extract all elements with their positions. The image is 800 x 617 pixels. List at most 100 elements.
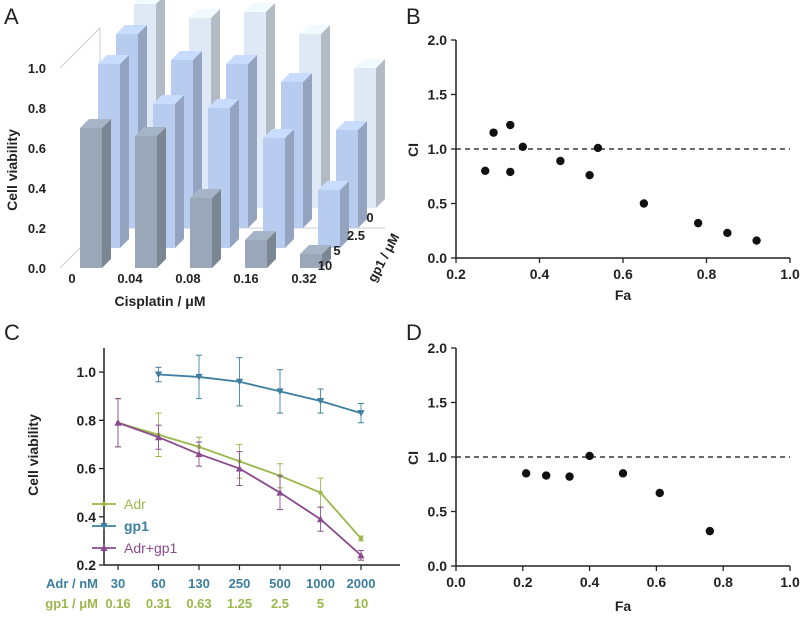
chart-d-point — [618, 469, 628, 478]
chart-c-point — [114, 419, 122, 426]
chart-c-legend-label: Adr+gp1 — [124, 540, 178, 556]
chart-d-xtick-label: 0.4 — [580, 574, 600, 590]
chart-b-ytick-label: 0.0 — [428, 250, 448, 266]
chart-a-3d-bar: 0.0 0.2 0.4 0.6 0.8 1.0 0 0.04 0.08 0.16 0.32 105… — [4, 0, 402, 309]
chart-b-ytick-label: 1.5 — [428, 87, 448, 103]
chart-c-xtick-label: 1000 — [306, 576, 335, 591]
chart-c-ytick-label: 0.6 — [77, 461, 97, 477]
chart-a-depth-label: 0 — [366, 210, 373, 225]
chart-d-xtick-label: 0.8 — [713, 574, 733, 590]
chart-a-bar-side — [303, 73, 312, 228]
chart-c-xtick-label: 250 — [229, 576, 251, 591]
chart-a-bar-side — [322, 245, 331, 268]
chart-a-bar-side — [321, 25, 330, 208]
chart-b-xlabel: Fa — [615, 287, 632, 303]
chart-a-xtick-label: 0 — [68, 271, 75, 286]
chart-c-point — [195, 450, 203, 458]
chart-a-bar-side — [376, 59, 385, 208]
chart-a-bar-front — [245, 240, 267, 268]
chart-c-xtick-label: 500 — [269, 576, 291, 591]
chart-a-xtick-label: 0.32 — [291, 271, 316, 286]
chart-a-bar-top — [226, 55, 257, 64]
chart-a-depth-label: 10 — [318, 258, 332, 273]
chart-c-legend-marker — [101, 501, 107, 507]
chart-c-legend-marker — [100, 544, 108, 551]
chart-a-ylabel: Cell viability — [4, 129, 20, 211]
chart-a-bar — [300, 245, 331, 268]
chart-a-depth-label: 5 — [333, 243, 340, 258]
chart-a-bar-top — [208, 99, 239, 108]
chart-a-bar-front — [318, 190, 340, 248]
chart-a-bar-top — [281, 73, 312, 82]
chart-a-bar — [245, 231, 276, 268]
chart-b-point — [593, 143, 603, 153]
chart-a-bar-side — [175, 95, 184, 248]
chart-b-point — [585, 170, 594, 180]
chart-a-bar-front — [263, 138, 285, 248]
chart-a-bar-front — [135, 136, 157, 268]
chart-a-bar-side — [248, 55, 257, 228]
chart-a-bar-top — [318, 181, 349, 190]
chart-d-xtick-label: 1.0 — [780, 574, 800, 590]
chart-a-bar-side — [212, 189, 221, 268]
chart-a-bar-top — [116, 25, 147, 34]
chart-a-bar-top — [189, 9, 220, 18]
chart-a-bar-top — [190, 189, 221, 198]
chart-c-point — [235, 464, 244, 472]
chart-d-ytick-label: 2.0 — [428, 340, 448, 356]
chart-c-point — [195, 373, 203, 381]
chart-a-bar-side — [120, 55, 129, 248]
chart-a-zlabel: gp1 / μM — [364, 231, 402, 285]
chart-c-point — [358, 536, 364, 541]
chart-a-bar-side — [102, 119, 111, 268]
chart-b-xtick-label: 1.0 — [780, 266, 800, 282]
chart-c-point — [318, 490, 323, 495]
chart-c-legend-item: Adr+gp1 — [92, 540, 178, 556]
chart-a-bar — [318, 181, 349, 248]
chart-b-xtick-label: 0.8 — [697, 266, 717, 282]
chart-b-point — [556, 156, 565, 166]
chart-b-ci-scatter: 0.0 0.5 1.0 1.5 2.0 0.2 0.4 0.6 0.8 1.0 CI Fa — [405, 32, 800, 303]
chart-b-xtick-label: 0.2 — [446, 266, 466, 282]
chart-a-bar-top — [336, 121, 367, 130]
chart-a-bar-side — [157, 127, 166, 268]
chart-d-xtick-label: 0.6 — [647, 574, 667, 590]
chart-c-point — [276, 489, 284, 496]
chart-a-bar-top — [299, 25, 330, 34]
chart-a-bar-side — [285, 129, 294, 248]
chart-a-ytick-label: 0.0 — [28, 261, 46, 276]
chart-c-xtick-label: 30 — [111, 576, 125, 591]
chart-a-xtick-label: 0.16 — [233, 271, 258, 286]
chart-a-bar-top — [134, 0, 160, 4]
chart-c-point — [154, 433, 163, 441]
chart-d-xlabel: Fa — [615, 598, 632, 614]
chart-c-xtick-label: 60 — [151, 576, 165, 591]
chart-b-xtick-label: 0.4 — [530, 266, 550, 282]
chart-d-ytick-label: 0.5 — [428, 504, 448, 520]
chart-b-point — [639, 199, 649, 208]
chart-d-xtick-label: 0.2 — [513, 574, 533, 590]
chart-b-ytick-label: 2.0 — [428, 32, 448, 48]
chart-a-ytick-label: 0.4 — [28, 181, 47, 196]
chart-c-point — [357, 410, 365, 417]
chart-c-point — [276, 388, 284, 395]
chart-b-xtick-label: 0.6 — [613, 266, 633, 282]
chart-c-legend-label: gp1 — [124, 518, 149, 534]
chart-a-bar-top — [80, 119, 111, 128]
panel-label-d: D — [406, 320, 422, 345]
chart-b-point — [506, 167, 515, 177]
chart-a-bar-side — [267, 231, 276, 268]
chart-d-point — [565, 472, 574, 481]
chart-a-ytick-label: 0.6 — [28, 141, 46, 156]
chart-c-xtick-label: 0.31 — [146, 596, 171, 611]
panel-label-b: B — [406, 4, 421, 29]
chart-b-point — [693, 218, 703, 228]
chart-c-point — [357, 551, 365, 559]
chart-b-point — [506, 120, 515, 130]
chart-a-bar-top — [244, 3, 275, 12]
chart-d-ytick-label: 1.5 — [428, 395, 448, 411]
chart-c-ylabel: Cell viability — [25, 414, 41, 496]
chart-c-xtick-label: 0.16 — [105, 596, 130, 611]
chart-a-bar-front — [80, 128, 102, 268]
